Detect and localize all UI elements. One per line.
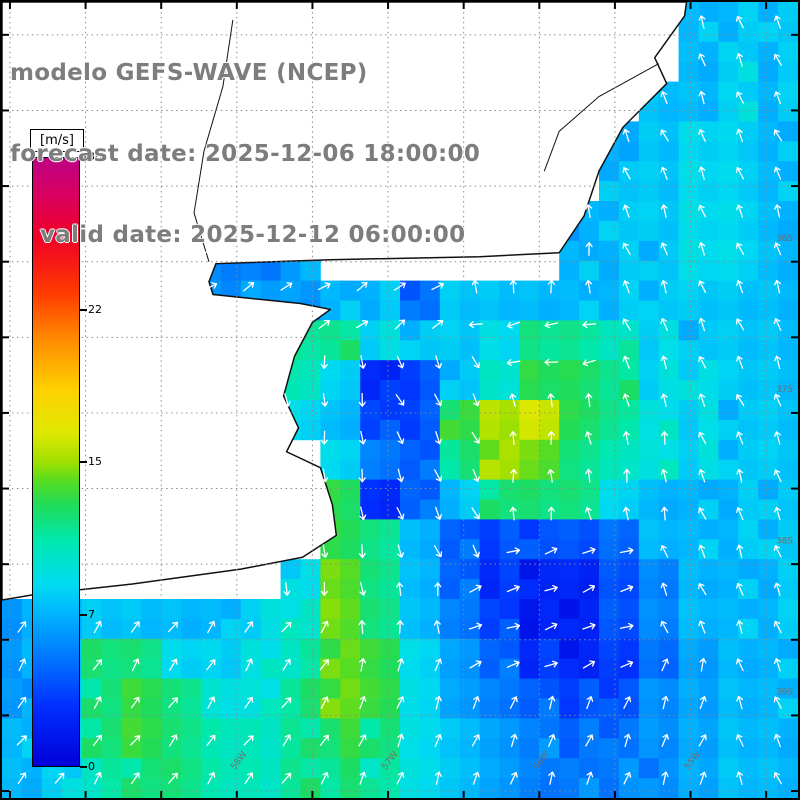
colorbar-tick-label: 30 — [88, 150, 102, 163]
colorbar-tick-mark — [80, 308, 87, 311]
colorbar-tick-label: 0 — [88, 760, 95, 773]
map-title-block: modelo GEFS-WAVE (NCEP) forecast date: 2… — [10, 6, 480, 303]
forecast-date: forecast date: 2025-12-06 18:00:00 — [10, 141, 481, 167]
border-line — [543, 63, 659, 172]
colorbar-tick-label: 22 — [88, 302, 102, 316]
colorbar-tick-label: 7 — [88, 607, 95, 621]
lat-label: 39S — [776, 688, 793, 698]
colorbar-tick-mark — [80, 156, 87, 158]
colorbar-unit-label: [m/s] — [30, 129, 84, 152]
lat-label: 36S — [776, 234, 793, 244]
colorbar-tick-mark — [80, 766, 87, 768]
lat-label: 37S — [776, 385, 793, 395]
land-mask — [2, 2, 688, 601]
colorbar-tick-mark — [80, 613, 87, 616]
lat-label: 38S — [776, 536, 793, 546]
river-line — [193, 19, 234, 262]
colorbar-tick-mark — [80, 461, 87, 463]
colorbar-gradient — [32, 157, 80, 767]
colorbar-tick-label: 15 — [88, 455, 102, 468]
model-title: modelo GEFS-WAVE (NCEP) — [10, 60, 368, 86]
valid-date: valid date: 2025-12-12 06:00:00 — [40, 222, 466, 248]
